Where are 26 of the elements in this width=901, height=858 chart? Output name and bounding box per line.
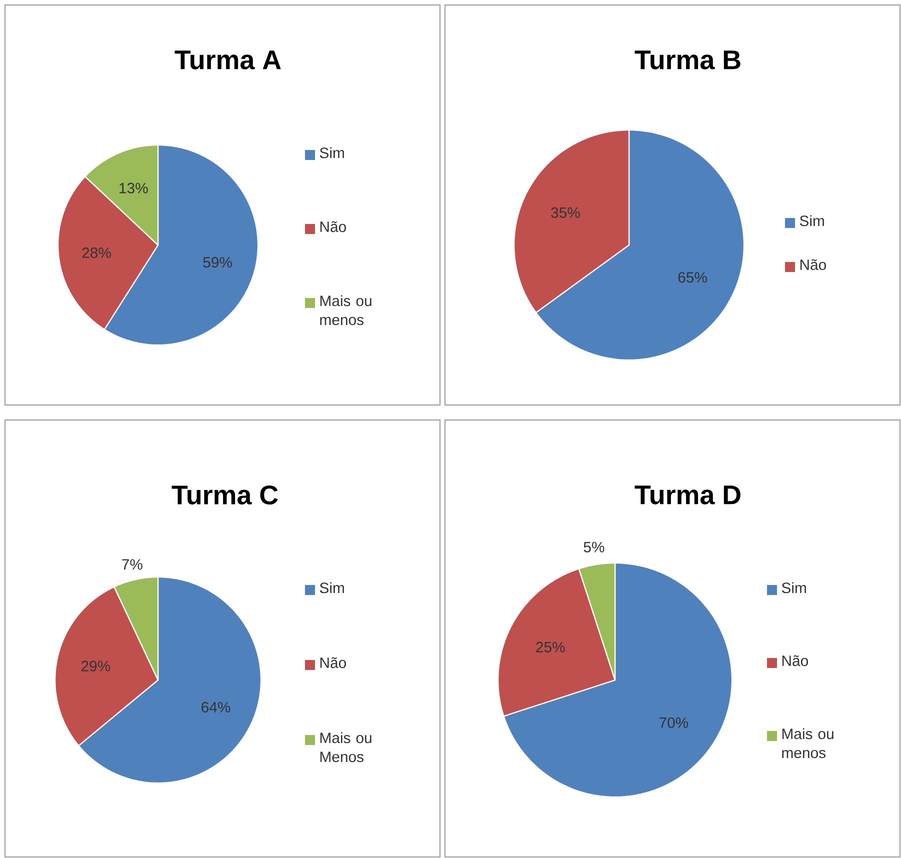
data-label: 35%	[551, 208, 580, 218]
data-label: 5%	[584, 542, 604, 553]
data-label: 25%	[536, 642, 565, 653]
legend-label: Sim	[800, 215, 824, 226]
data-label: 59%	[203, 257, 232, 268]
chart-title: Turma D	[634, 486, 740, 505]
data-label: 70%	[660, 718, 688, 728]
legend-label: Sim	[320, 582, 344, 594]
legend-label: Mais ou menos	[320, 295, 372, 326]
data-label: 7%	[122, 559, 142, 570]
data-label: 65%	[678, 272, 707, 283]
legend-label: Não	[320, 657, 346, 668]
legend-label: Não	[800, 259, 826, 270]
data-label: 28%	[82, 248, 111, 258]
data-label: 29%	[81, 660, 110, 672]
legend-label: Sim	[782, 582, 806, 594]
legend-label: Não	[320, 221, 346, 232]
chart-title: Turma B	[634, 50, 740, 70]
legend-label: Mais ou Menos	[320, 732, 372, 762]
legend-label: Não	[782, 655, 808, 666]
legend-label: Sim	[320, 147, 344, 158]
chart-title: Turma A	[174, 50, 281, 70]
chart-title: Turma C	[172, 486, 278, 505]
legend-label: Mais ou menos	[782, 728, 834, 758]
data-label: 64%	[202, 702, 230, 713]
data-label: 13%	[120, 183, 148, 194]
